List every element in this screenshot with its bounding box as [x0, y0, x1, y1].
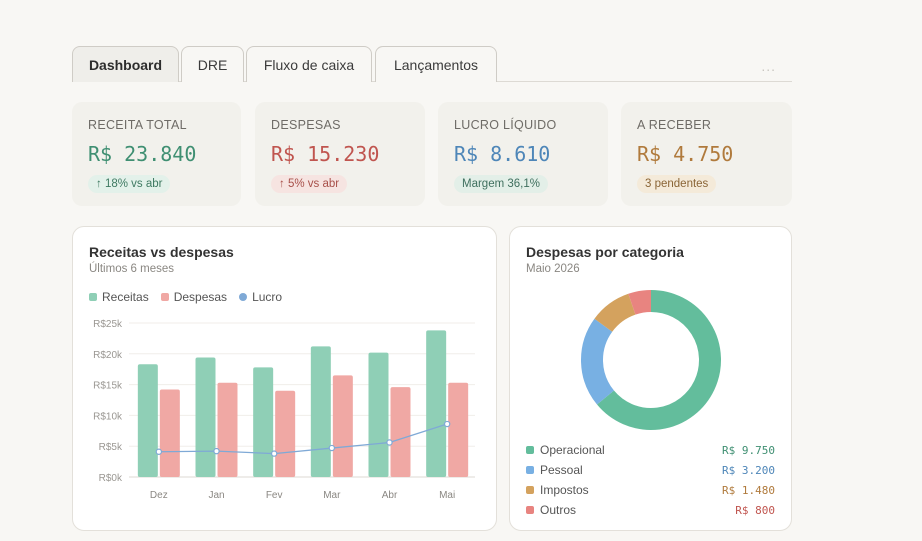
card-subtitle: Maio 2026	[526, 263, 580, 275]
category-row: Pessoal R$ 3.200	[526, 460, 775, 480]
bar-chart: R$0k R$5k R$10k R$15k R$20k R$25k Dez Jan Fev Mar…	[93, 319, 475, 501]
tab-lancamentos[interactable]: Lançamentos	[375, 46, 497, 82]
bar-receitas	[426, 330, 447, 477]
category-swatch	[526, 446, 534, 454]
category-amount: R$ 1.480	[722, 483, 775, 497]
category-list: Operacional R$ 9.750 Pessoal R$ 3.200 Impost…	[526, 440, 775, 520]
y-tick-label: R$25k	[93, 319, 123, 330]
bar-receitas	[310, 346, 331, 477]
bar-despesas	[332, 375, 353, 477]
kpi-value: R$ 4.750	[637, 142, 734, 166]
donut-chart	[581, 290, 721, 430]
category-amount: R$ 9.750	[722, 443, 775, 457]
y-tick-label: R$0k	[99, 473, 123, 484]
donut-slice-operacional	[597, 290, 721, 430]
card-subtitle: Últimos 6 meses	[89, 263, 174, 275]
kpi-label: LUCRO LÍQUIDO	[454, 118, 557, 132]
point-lucro	[328, 444, 336, 452]
kpi-margin-badge: Margem 36,1%	[454, 175, 548, 193]
category-swatch	[526, 466, 534, 474]
x-tick-label: Mai	[439, 490, 455, 501]
point-lucro	[386, 439, 393, 446]
bar-receitas	[368, 352, 389, 477]
y-tick-label: R$5k	[99, 442, 123, 453]
bar-despesas	[390, 387, 411, 477]
y-tick-label: R$20k	[93, 350, 123, 361]
y-tick-label: R$15k	[93, 381, 123, 392]
y-tick-label: R$10k	[93, 411, 123, 422]
category-swatch	[526, 486, 534, 494]
kpi-value: R$ 8.610	[454, 142, 551, 166]
x-tick-label: Dez	[150, 490, 168, 501]
line-lucro	[158, 423, 448, 455]
kpi-trend-badge: ↑ 18% vs abr	[88, 175, 171, 193]
legend-item-lucro: Lucro	[239, 290, 282, 304]
kpi-lucro-liquido: LUCRO LÍQUIDO R$ 8.610 Margem 36,1%	[438, 102, 608, 206]
point-lucro	[443, 420, 451, 428]
legend-label: Receitas	[102, 290, 149, 304]
kpi-trend-badge: ↑ 5% vs abr	[271, 175, 348, 193]
kpi-a-receber: A RECEBER R$ 4.750 3 pendentes	[621, 102, 792, 206]
kpi-despesas: DESPESAS R$ 15.230 ↑ 5% vs abr	[255, 102, 425, 206]
kpi-label: DESPESAS	[271, 118, 341, 132]
donut-slice-impostos	[594, 293, 636, 333]
category-swatch	[526, 506, 534, 514]
kpi-pending-badge: 3 pendentes	[637, 175, 717, 193]
category-name: Outros	[540, 503, 577, 517]
kpi-label: A RECEBER	[637, 118, 712, 132]
x-tick-label: Mar	[323, 490, 341, 501]
category-name: Impostos	[540, 483, 589, 497]
card-title: Receitas vs despesas	[89, 244, 234, 260]
bar-despesas	[217, 382, 238, 477]
donut-slice-outros	[628, 290, 652, 315]
card-title: Despesas por categoria	[526, 244, 684, 260]
tab-dashboard[interactable]: Dashboard	[72, 46, 179, 82]
category-row: Outros R$ 800	[526, 500, 775, 520]
legend-item-receitas: Receitas	[89, 290, 149, 304]
donut-slice-pessoal	[581, 318, 615, 405]
legend-label: Lucro	[252, 290, 283, 304]
category-name: Pessoal	[540, 463, 583, 477]
legend-swatch-despesas	[160, 293, 169, 301]
point-lucro	[213, 447, 220, 455]
category-name: Operacional	[540, 443, 605, 457]
kpi-value: R$ 23.840	[88, 142, 197, 166]
kpi-value: R$ 15.230	[271, 142, 380, 166]
category-amount: R$ 800	[735, 503, 775, 517]
bar-receitas	[195, 357, 216, 477]
bar-despesas	[159, 389, 180, 477]
x-tick-label: Abr	[382, 490, 398, 501]
category-row: Operacional R$ 9.750	[526, 440, 775, 460]
kpi-label: RECEITA TOTAL	[88, 118, 187, 132]
legend-swatch-receitas	[89, 293, 97, 301]
x-tick-label: Jan	[208, 490, 224, 501]
tab-fluxo-de-caixa[interactable]: Fluxo de caixa	[246, 46, 372, 82]
point-lucro	[270, 450, 278, 457]
legend-label: Despesas	[173, 290, 228, 304]
category-amount: R$ 3.200	[722, 463, 775, 477]
category-row: Impostos R$ 1.480	[526, 480, 775, 500]
bar-despesas	[275, 390, 296, 477]
revenue-expenses-card: Receitas vs despesas Últimos 6 meses Rec…	[72, 226, 497, 531]
tab-bar: Dashboard DRE Fluxo de caixa Lançamentos…	[72, 46, 792, 82]
legend-item-despesas: Despesas	[160, 290, 228, 304]
kpi-receita-total: RECEITA TOTAL R$ 23.840 ↑ 18% vs abr	[72, 102, 241, 206]
tab-dre[interactable]: DRE	[181, 46, 244, 82]
bar-despesas	[448, 382, 469, 477]
expense-category-card: Despesas por categoria Maio 2026 Operaci…	[509, 226, 792, 531]
legend-swatch-lucro	[239, 293, 248, 301]
more-icon[interactable]: ...	[761, 58, 776, 74]
point-lucro	[155, 448, 163, 455]
x-tick-label: Fev	[266, 490, 283, 501]
bar-receitas	[253, 367, 274, 477]
chart-legend: Receitas Despesas Lucro	[89, 290, 282, 304]
bar-receitas	[137, 364, 158, 477]
